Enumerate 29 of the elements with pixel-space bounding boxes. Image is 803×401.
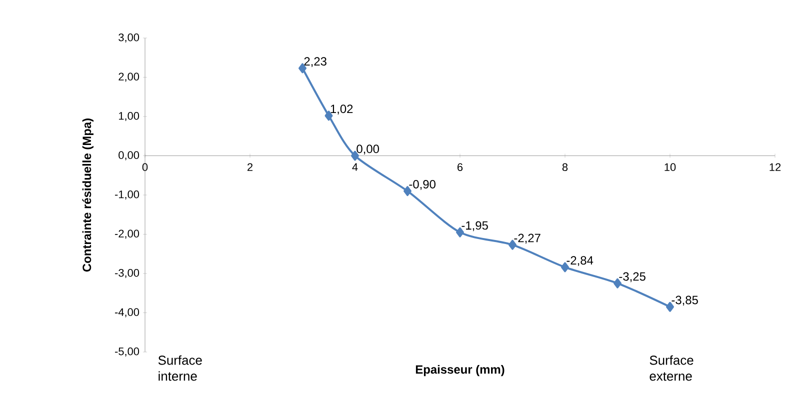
y-tick-label: -1,00	[114, 190, 140, 200]
data-label: -0,90	[409, 180, 436, 190]
y-tick-label: -5,00	[114, 347, 140, 357]
y-tick-label: 1,00	[118, 112, 140, 122]
x-tick-label: 12	[770, 163, 781, 171]
x-tick-label: 6	[458, 163, 463, 172]
x-tick-label: 8	[562, 163, 568, 172]
y-tick-label: -3,00	[114, 268, 140, 278]
data-label: -2,84	[566, 256, 594, 266]
x-tick-label: 2	[248, 163, 252, 171]
data-label: -3,25	[619, 272, 646, 282]
data-label: -3,85	[672, 296, 698, 306]
data-label: 1,02	[330, 104, 353, 115]
x-tick-label: 10	[664, 163, 676, 172]
y-tick-label: -2,00	[114, 230, 140, 239]
x-tick-label: 0	[142, 163, 148, 172]
y-tick-label: 2,00	[118, 72, 140, 82]
y-tick-label: 0,00	[118, 151, 140, 160]
y-tick-label: -4,00	[114, 308, 140, 318]
data-label: 2,23	[304, 57, 326, 68]
y-tick-label: 3,00	[118, 33, 140, 43]
data-label: 0,00	[356, 144, 380, 155]
text: Surface interne	[158, 355, 202, 381]
x-tick-label: 4	[352, 163, 358, 171]
text: Surface externe	[650, 355, 694, 381]
data-label: -1,95	[462, 221, 488, 232]
data-label: -2,27	[514, 234, 540, 244]
y-axis-title: Contrainte résiduelle (Mpa)	[82, 118, 94, 272]
x-axis-title: Epaisseur (mm)	[416, 364, 504, 376]
